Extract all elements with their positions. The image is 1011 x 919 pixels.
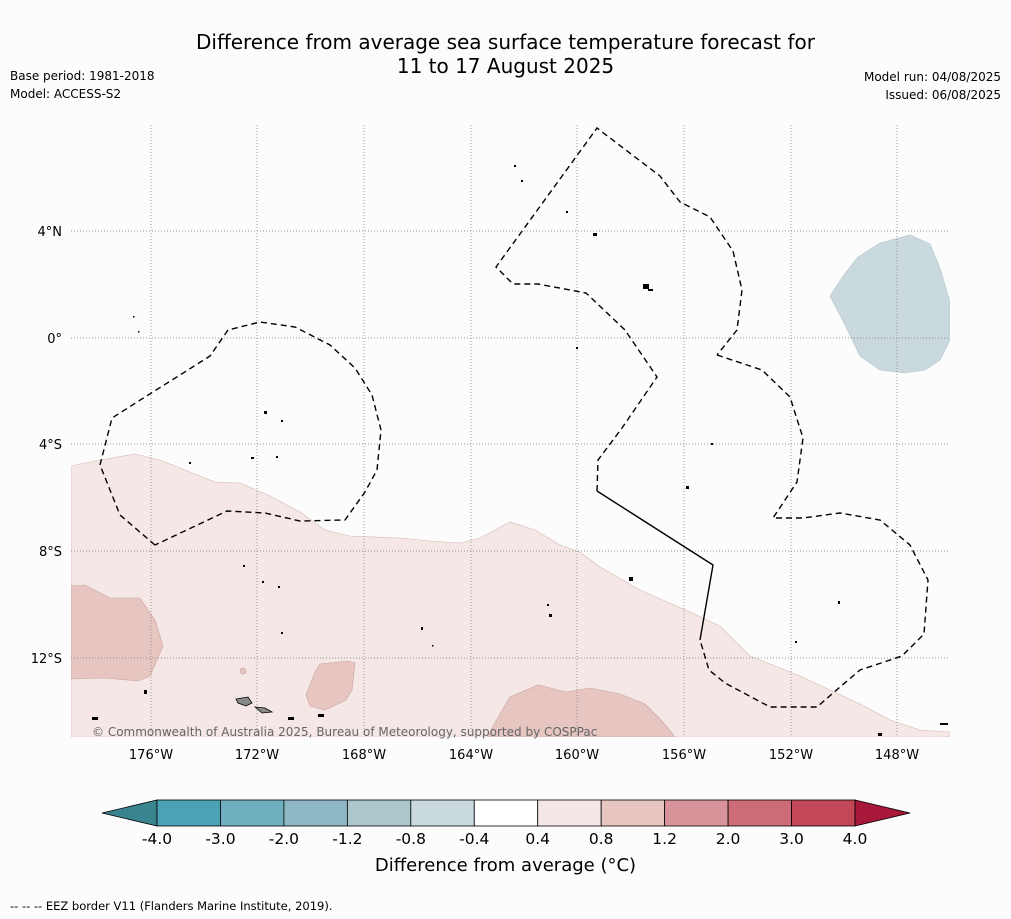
model-name: Model: ACCESS-S2 (10, 87, 122, 101)
eez-solid-border (596, 490, 714, 641)
grid-lines (71, 125, 950, 737)
colorbar-tick-label: 0.8 (589, 830, 614, 848)
lat-label: 8°S (39, 545, 62, 560)
colorbar-tick-label: -0.8 (396, 830, 426, 848)
lon-label: 152°W (769, 748, 813, 763)
lon-label: 148°W (875, 748, 919, 763)
colorbar-segment (283, 799, 348, 827)
colorbar-segment (156, 799, 221, 827)
colorbar-tick-label: 1.2 (652, 830, 677, 848)
model-run: Model run: 04/08/2025 (863, 70, 1001, 84)
colorbar-under-arrow (101, 799, 158, 827)
samoa-island-1 (235, 696, 253, 707)
lat-label: 0° (47, 332, 62, 347)
title-line-1: Difference from average sea surface temp… (195, 30, 815, 54)
colorbar-over-arrow (854, 799, 911, 827)
colorbar: -4.0 -3.0 -2.0 -1.2 -0.8 -0.4 0.4 0.8 1.2 2.0 3.0 4… (101, 799, 911, 848)
eez-tokelau (99, 321, 382, 546)
colorbar-tick-label: 0.4 (525, 830, 550, 848)
colorbar-segment (791, 799, 856, 827)
copyright-text: © Commonwealth of Australia 2025, Bureau… (92, 725, 597, 739)
colorbar-segment (664, 799, 729, 827)
samoa-island-2 (253, 706, 274, 714)
colorbar-segment (537, 799, 602, 827)
title-line-2: 11 to 17 August 2025 (396, 54, 615, 78)
lat-labels: 4°N 0° 4°S 8°S 12°S (31, 225, 62, 667)
colorbar-segment (600, 799, 666, 827)
islands (92, 165, 948, 736)
issued-date: Issued: 06/08/2025 (885, 88, 1001, 102)
lon-label: 160°W (555, 748, 599, 763)
lon-label: 164°W (449, 748, 493, 763)
eez-kiribati-line (495, 127, 743, 492)
cool-anomaly-east (829, 234, 950, 374)
lat-label: 12°S (31, 652, 62, 667)
colorbar-tick-label: 2.0 (716, 830, 741, 848)
meta-left: Base period: 1981-2018 Model: ACCESS-S2 (10, 67, 155, 103)
lon-label: 168°W (342, 748, 386, 763)
lon-labels: 176°W 172°W 168°W 164°W 160°W 156°W 152°W 148°W (129, 748, 919, 763)
warm-anomaly-light (71, 453, 950, 737)
map-title: Difference from average sea surface temp… (0, 30, 1011, 78)
base-period: Base period: 1981-2018 (10, 69, 155, 83)
colorbar-tick-label: -4.0 (142, 830, 172, 848)
lat-label: 4°N (38, 225, 63, 240)
colorbar-tick-label: -1.2 (332, 830, 362, 848)
eez-east (699, 354, 929, 708)
eez-borders (99, 127, 929, 708)
lon-label: 156°W (662, 748, 706, 763)
warm-anomaly-dot (239, 667, 247, 675)
colorbar-segment (346, 799, 412, 827)
lat-label: 4°S (39, 438, 62, 453)
footer-note: -- -- -- EEZ border V11 (Flanders Marine… (10, 899, 333, 913)
colorbar-tick-label: -0.4 (459, 830, 489, 848)
map-area (71, 125, 950, 737)
colorbar-segment (410, 799, 475, 827)
warm-anomaly-south (487, 684, 676, 737)
colorbar-segment (220, 799, 285, 827)
colorbar-tick-label: 4.0 (843, 830, 868, 848)
warm-anomaly-west (71, 584, 164, 682)
colorbar-tick-label: -2.0 (269, 830, 299, 848)
colorbar-tick-label: 3.0 (779, 830, 804, 848)
colorbar-title: Difference from average (°C) (374, 855, 637, 876)
colorbar-segment (727, 799, 792, 827)
warm-anomaly-mid (305, 660, 356, 711)
lon-label: 172°W (235, 748, 279, 763)
colorbar-tick-label: -3.0 (205, 830, 235, 848)
lon-label: 176°W (129, 748, 173, 763)
colorbar-segment (473, 799, 539, 827)
meta-right: Model run: 04/08/2025 Issued: 06/08/2025 (864, 68, 1001, 104)
